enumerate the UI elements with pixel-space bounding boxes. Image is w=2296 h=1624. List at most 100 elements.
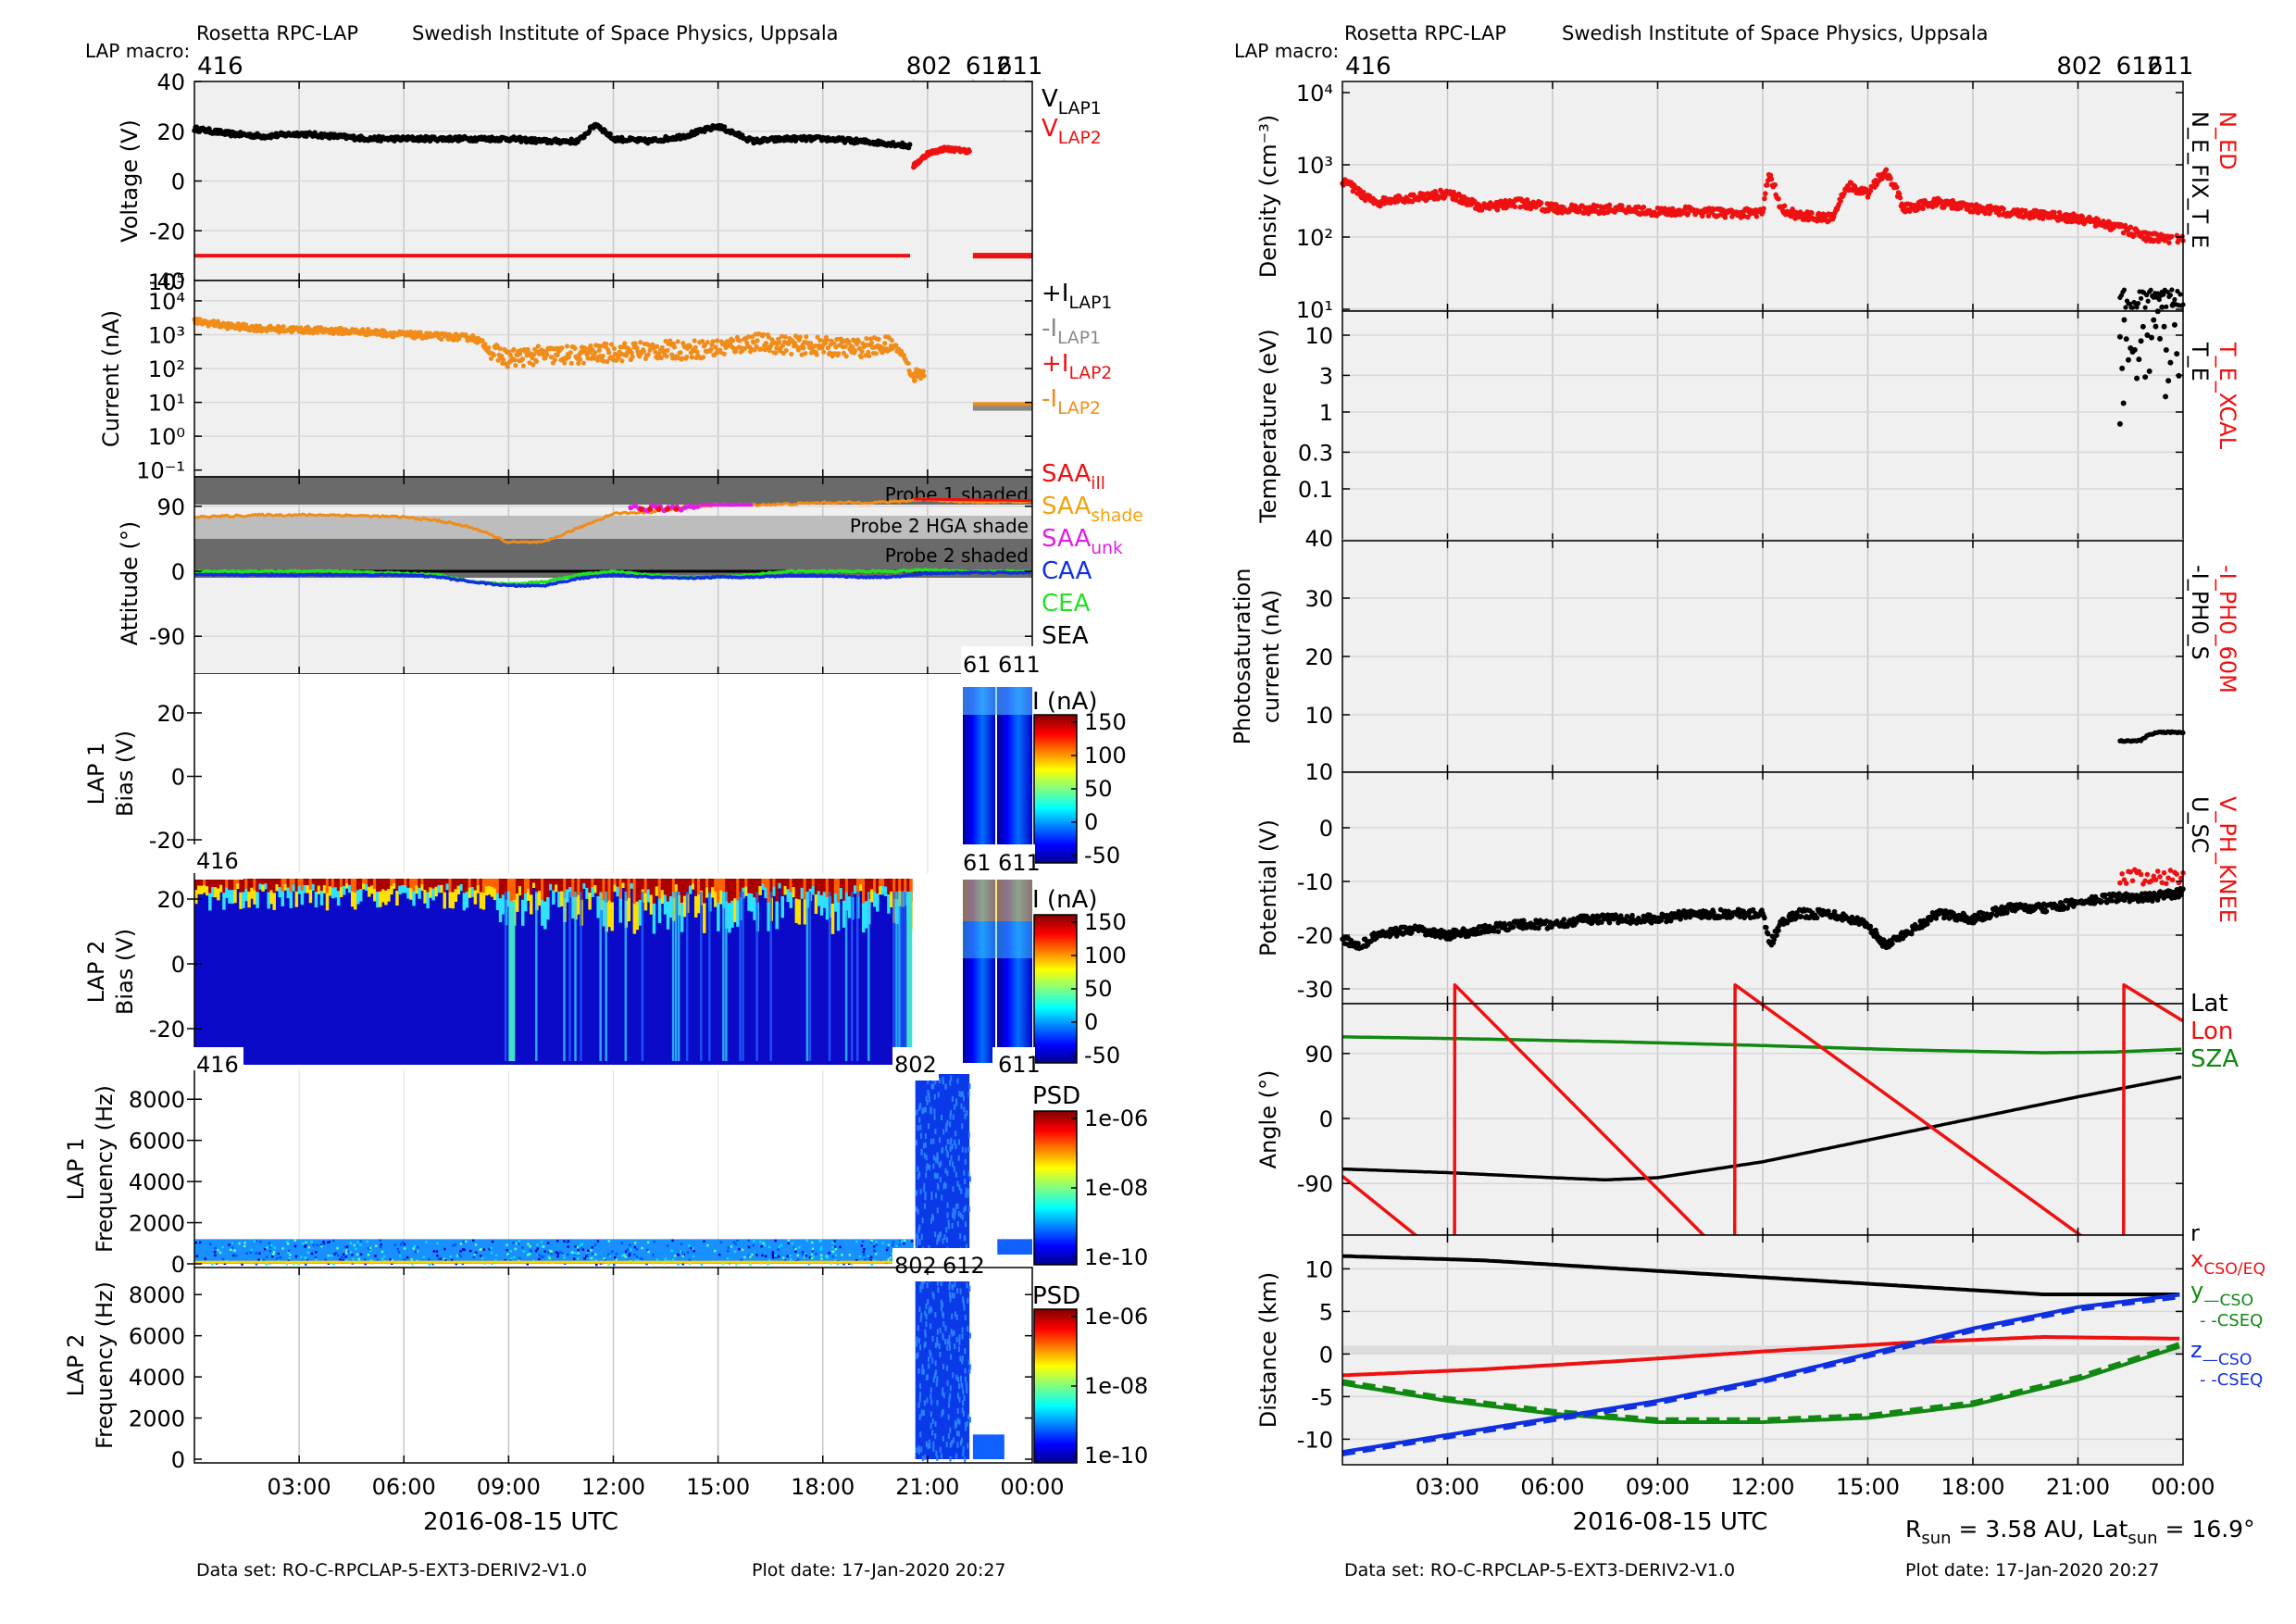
heatmap-cell [529,1249,532,1253]
heatmap-cell [255,1240,257,1243]
heatmap-cell [563,1262,567,1265]
heatmap-cell [560,891,564,907]
colorbar-tick-label: -50 [1084,843,1120,868]
heatmap-cell [514,1247,518,1251]
heatmap-cell [922,1409,925,1416]
heatmap-cell [842,900,846,928]
heatmap-cell [505,1253,509,1255]
heatmap-cell [432,1250,436,1253]
heatmap-cell [555,879,558,885]
heatmap-cell [732,1241,736,1243]
heatmap-cell [945,1237,948,1243]
heatmap-cell [680,902,684,932]
heatmap-cell [449,1255,453,1258]
heatmap-cell [194,890,198,905]
heatmap-cell [781,1256,785,1259]
heatmap-cell [379,1245,382,1249]
heatmap-cell [286,879,291,888]
heatmap-cell [895,1244,898,1248]
heatmap-cell [847,879,852,897]
heatmap-cell [537,1254,541,1256]
heatmap-cell [364,1262,367,1266]
y-axis-label: Photosaturation [1229,568,1255,745]
heatmap-cell [920,1312,923,1318]
heatmap-cell [347,884,352,893]
x-tick-label: 18:00 [791,1474,855,1500]
heatmap-cell [742,892,744,1061]
heatmap-cell [775,879,779,902]
heatmap-cell [459,1250,462,1253]
heatmap-cell [431,888,435,901]
heatmap-cell [967,1326,969,1332]
heatmap-cell [965,1243,967,1250]
heatmap-cell [967,1145,970,1152]
heatmap-cell [540,1255,543,1258]
heatmap-cell [310,1240,313,1243]
heatmap-cell [964,1235,967,1242]
heatmap-cell [957,1155,960,1161]
heatmap-cell [874,1252,878,1255]
macro-tick: 61 [963,652,992,678]
heatmap-cell [964,1205,967,1211]
heatmap-cell [956,1181,959,1187]
heatmap-cell [574,1245,577,1248]
heatmap-cell [955,1374,958,1380]
heatmap-cell [867,1256,870,1259]
heatmap-cell [900,1240,904,1243]
heatmap-cell [649,894,654,915]
heatmap-cell [244,879,248,889]
heatmap-cell [726,1256,730,1260]
legend-i-ph0-60m: -I_PH0_60M [2215,565,2240,693]
heatmap-cell [546,1242,550,1244]
heatmap-cell [522,1250,525,1253]
heatmap-cell [956,1288,959,1294]
legend-n-e-fix-t-e: N_E_FIX_T_E [2187,111,2213,248]
heatmap-cell [747,893,751,911]
heatmap-cell [872,1245,876,1248]
colorbar-tick-label: 1e-08 [1084,1175,1148,1201]
y-tick-label: 6000 [129,1129,185,1155]
heatmap-cell [434,879,438,887]
heatmap-cell [289,1254,292,1256]
heatmap-cell [955,1430,958,1437]
heatmap-cell [869,1241,873,1243]
heatmap-cell [949,1385,952,1392]
y-tick-label: 4000 [129,1169,185,1195]
heatmap-cell [962,1095,965,1102]
y-tick-label: -20 [149,1017,185,1043]
heatmap-cell [554,1251,557,1254]
heatmap-cell [639,1257,642,1260]
heatmap-cell [602,879,605,901]
heatmap-cell [921,1282,924,1289]
heatmap-cell [233,889,237,904]
heatmap-cell [412,891,416,906]
heatmap-cell [780,879,784,897]
heatmap-cell [842,879,846,901]
heatmap-cell [574,1252,577,1255]
heatmap-cell [901,879,905,892]
legend-attitude: SAAill [1042,460,1105,493]
heatmap-cell [929,1443,931,1449]
heatmap-cell [721,1263,725,1266]
series-n-e-fix-t-e [2117,287,2186,310]
heatmap-cell [677,1254,680,1256]
heatmap-cell [448,879,453,893]
colorbar-title: I (nA) [1032,688,1097,716]
heatmap-cell [563,1240,566,1243]
heatmap-cell [918,1414,921,1420]
heatmap-cell [700,879,704,891]
heatmap-cell [566,889,569,903]
heatmap-cell [805,892,809,1061]
macro-label: LAP macro: [1234,40,1339,62]
heatmap-cell [937,1184,940,1191]
heatmap-cell [932,1163,935,1169]
heatmap-cell [945,1123,948,1130]
series-v-lap2 [910,144,972,170]
heatmap-cell [946,1380,949,1386]
heatmap-cell [697,879,701,894]
heatmap-cell [613,884,617,893]
heatmap-cell [465,892,469,908]
heatmap-cell [930,1083,933,1090]
heatmap-cell [303,884,307,893]
heatmap-cell [339,886,343,897]
